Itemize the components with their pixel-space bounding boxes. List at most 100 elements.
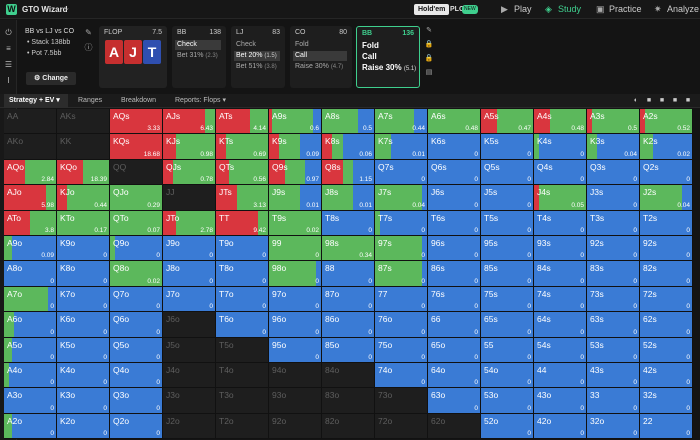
hand-cell[interactable]: J5s 0 <box>481 185 534 211</box>
hand-cell[interactable]: T9s 0.02 <box>269 210 322 236</box>
hand-cell[interactable]: T2o <box>216 413 269 440</box>
text-cursor-icon[interactable]: I <box>7 76 10 85</box>
action-option[interactable]: Bet 31% (2.3) <box>177 51 221 61</box>
hand-cell[interactable]: Q9o 0 <box>110 235 163 262</box>
action-node-co[interactable]: CO 80 Fold Call Raise 30% (4.7) <box>290 26 352 88</box>
hand-cell[interactable]: TT 9.42 <box>216 210 269 236</box>
hand-cell[interactable]: 75o 0 <box>375 337 428 363</box>
hand-cell[interactable]: AQo 2.84 <box>4 159 57 186</box>
hand-cell[interactable]: Q4s 0 <box>534 159 587 186</box>
lock-icon[interactable]: 🔒 <box>424 55 434 62</box>
info-icon[interactable]: ⓘ <box>84 43 93 52</box>
hand-cell[interactable]: 94o <box>269 362 322 389</box>
hand-cell[interactable]: T4o <box>216 362 269 389</box>
hand-cell[interactable]: Q3s 0 <box>587 159 640 186</box>
hand-cell[interactable]: K2s 0.02 <box>640 134 693 160</box>
hand-cell[interactable]: A2s 0.52 <box>640 109 693 135</box>
action-option[interactable]: Bet 20% (1.5) <box>234 51 280 61</box>
nav-practice[interactable]: ▣ Practice <box>596 0 642 19</box>
hand-cell[interactable]: 72s 0 <box>640 286 693 313</box>
hand-cell[interactable]: ATo 3.8 <box>4 210 57 236</box>
hand-cell[interactable]: K4o 0 <box>57 362 110 389</box>
action-option[interactable]: Call <box>293 51 347 61</box>
hand-cell[interactable]: 73s 0 <box>587 286 640 313</box>
action-option[interactable]: Fold <box>362 41 414 51</box>
hand-cell[interactable]: J7s 0.04 <box>375 185 428 211</box>
hand-cell[interactable]: 42o 0 <box>534 413 587 440</box>
flop-board[interactable]: FLOP 7.5 A J T <box>99 26 167 88</box>
change-button[interactable]: ⚙ Change <box>26 72 76 85</box>
hand-cell[interactable]: AJo 5.98 <box>4 185 57 211</box>
hand-cell[interactable]: Q9s 0.97 <box>269 159 322 186</box>
hand-cell[interactable]: 64s 0 <box>534 312 587 338</box>
hand-cell[interactable]: 53o 0 <box>481 388 534 414</box>
hand-cell[interactable]: 83s 0 <box>587 261 640 287</box>
hand-cell[interactable]: 95o 0 <box>269 337 322 363</box>
hand-cell[interactable]: AA <box>4 109 57 135</box>
hand-cell[interactable]: AKo <box>4 134 57 160</box>
hand-cell[interactable]: KJo 0.44 <box>57 185 110 211</box>
hand-cell[interactable]: K5o 0 <box>57 337 110 363</box>
hand-cell[interactable]: 98s 0.34 <box>322 235 375 262</box>
nav-analyze[interactable]: ✷ Analyze <box>654 0 699 19</box>
holdem-toggle[interactable]: Hold'em <box>414 4 450 15</box>
hand-cell[interactable]: AJs 6.43 <box>163 109 216 135</box>
hand-cell[interactable]: A2o 0 <box>4 413 57 440</box>
hand-cell[interactable]: J2o <box>163 413 216 440</box>
hand-cell[interactable]: KTo 0.17 <box>57 210 110 236</box>
hand-cell[interactable]: 95s 0 <box>481 235 534 262</box>
hand-cell[interactable]: 62s 0 <box>640 312 693 338</box>
hand-cell[interactable]: J6s 0 <box>428 185 481 211</box>
action-option[interactable]: Check <box>175 40 221 50</box>
hand-cell[interactable]: 62o <box>428 413 481 440</box>
view-square-icon[interactable]: ■ <box>646 97 652 104</box>
hand-cell[interactable]: 76s 0 <box>428 286 481 313</box>
hand-cell[interactable]: 73o <box>375 388 428 414</box>
hand-cell[interactable]: 98o 0 <box>269 261 322 287</box>
tab-breakdown[interactable]: Breakdown <box>121 97 157 104</box>
hand-cell[interactable]: Q2s 0 <box>640 159 693 186</box>
action-option[interactable]: Call <box>362 52 414 62</box>
nav-play[interactable]: ▶ Play <box>501 0 532 19</box>
action-node-lj[interactable]: LJ 83 Check Bet 20% (1.5) Bet 51% (3.8) <box>231 26 285 88</box>
hand-cell[interactable]: Q6s 0 <box>428 159 481 186</box>
hand-cell[interactable]: T3s 0 <box>587 210 640 236</box>
hand-cell[interactable]: 77 0 <box>375 286 428 313</box>
hand-cell[interactable]: 43s 0 <box>587 362 640 389</box>
view-square-icon[interactable]: ■ <box>685 97 691 104</box>
hand-cell[interactable]: J4o <box>163 362 216 389</box>
hand-cell[interactable]: T2s 0 <box>640 210 693 236</box>
hand-cell[interactable]: 82o <box>322 413 375 440</box>
hand-cell[interactable]: Q5s 0 <box>481 159 534 186</box>
view-square-icon[interactable]: ■ <box>672 97 678 104</box>
hand-cell[interactable]: 32o 0 <box>587 413 640 440</box>
pencil-icon[interactable]: ✎ <box>426 27 432 34</box>
hand-cell[interactable]: 74o 0 <box>375 362 428 389</box>
action-option[interactable]: Bet 51% (3.8) <box>236 62 280 72</box>
chevron-down-icon[interactable]: ⌄ <box>64 5 70 12</box>
hand-cell[interactable]: 97s 0 <box>375 235 428 262</box>
hand-cell[interactable]: 65o 0 <box>428 337 481 363</box>
tab-reports[interactable]: Reports: Flops ▾ <box>175 94 226 108</box>
hand-cell[interactable]: 63o 0 <box>428 388 481 414</box>
hand-cell[interactable]: K3s 0.04 <box>587 134 640 160</box>
hand-cell[interactable]: A9s 0.6 <box>269 109 322 135</box>
hand-cell[interactable]: 44 0 <box>534 362 587 389</box>
hand-cell[interactable]: 92o <box>269 413 322 440</box>
hand-cell[interactable]: KQo 18.39 <box>57 159 110 186</box>
hand-cell[interactable]: 88 0 <box>322 261 375 287</box>
plo-toggle[interactable]: PLO <box>450 6 465 13</box>
hand-cell[interactable]: K7s 0.01 <box>375 134 428 160</box>
hand-cell[interactable]: K8o 0 <box>57 261 110 287</box>
hand-cell[interactable]: QTs 0.56 <box>216 159 269 186</box>
hand-cell[interactable]: Q6o 0 <box>110 312 163 338</box>
tab-ranges[interactable]: Ranges <box>78 97 103 104</box>
action-node-bb-current[interactable]: BB 136 Fold Call Raise 30% (5.1) <box>356 26 420 88</box>
hand-cell[interactable]: K2o 0 <box>57 413 110 440</box>
hand-cell[interactable]: A4s 0.48 <box>534 109 587 135</box>
hand-cell[interactable]: A3s 0.5 <box>587 109 640 135</box>
hand-cell[interactable]: J2s 0.04 <box>640 185 693 211</box>
hand-cell[interactable]: KQs 18.68 <box>110 134 163 160</box>
hand-cell[interactable]: 52o 0 <box>481 413 534 440</box>
hand-cell[interactable]: A5s 0.47 <box>481 109 534 135</box>
